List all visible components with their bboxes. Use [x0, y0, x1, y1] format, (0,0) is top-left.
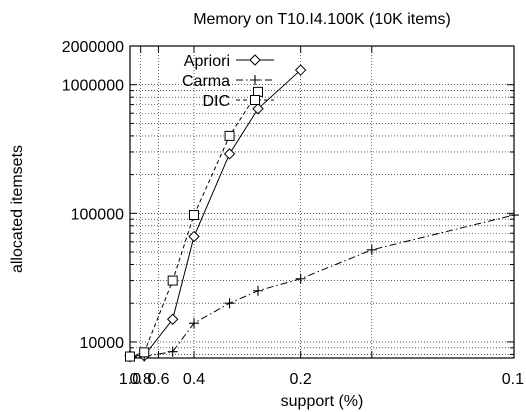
- series-line: [129, 214, 515, 358]
- legend-item-apriori: Apriori: [184, 53, 274, 70]
- data-point: [366, 244, 377, 255]
- series-layer: [124, 64, 519, 363]
- y-tick-label: 2000000: [62, 39, 124, 56]
- legend-label: DIC: [202, 93, 230, 110]
- chart-title: Memory on T10.I4.100K (10K items): [193, 11, 451, 28]
- x-tick-label: 0.4: [183, 371, 205, 388]
- legend-item-carma: Carma: [182, 73, 274, 90]
- data-point: [295, 273, 306, 284]
- data-point: [125, 351, 135, 362]
- data-point: [253, 285, 263, 296]
- legend-label: Carma: [182, 73, 230, 90]
- data-point: [167, 275, 178, 286]
- data-point: [139, 347, 150, 358]
- data-point: [166, 313, 179, 325]
- x-tick-label: 0.2: [290, 371, 312, 388]
- legend: Apriori Carma DIC: [182, 53, 274, 110]
- legend-item-dic: DIC: [202, 93, 274, 110]
- y-axis-label: allocated itemsets: [9, 145, 26, 273]
- y-tick-label: 100000: [71, 206, 124, 223]
- x-tick-label: 0.6: [147, 371, 169, 388]
- data-point: [250, 95, 260, 105]
- legend-label: Apriori: [184, 53, 230, 70]
- y-tick-label: 1000000: [62, 78, 124, 95]
- data-point: [189, 210, 199, 221]
- x-axis-label: support (%): [281, 393, 364, 410]
- x-tick-label: 1.0: [119, 371, 141, 388]
- data-point: [223, 148, 236, 160]
- plot-frame: [129, 45, 515, 359]
- series-carma: [125, 210, 519, 363]
- data-point: [294, 64, 307, 76]
- data-point: [250, 75, 260, 85]
- data-point: [167, 346, 178, 357]
- data-point: [224, 298, 235, 309]
- x-tick-label: 0.1: [502, 371, 524, 388]
- series-dic: [125, 86, 263, 362]
- series-line: [130, 69, 302, 357]
- data-point: [252, 103, 264, 115]
- y-tick-label: 10000: [80, 335, 125, 352]
- grid: [129, 45, 515, 358]
- data-point: [509, 210, 519, 221]
- series-line: [129, 91, 259, 358]
- data-point: [224, 130, 235, 141]
- x-tick-label: 0.8: [130, 371, 152, 388]
- data-point: [188, 230, 200, 243]
- ticks: 10000 100000 1000000 2000000 1.00.80.6 0.4 0.2…: [62, 39, 524, 388]
- data-point: [249, 54, 261, 66]
- data-point: [189, 318, 199, 329]
